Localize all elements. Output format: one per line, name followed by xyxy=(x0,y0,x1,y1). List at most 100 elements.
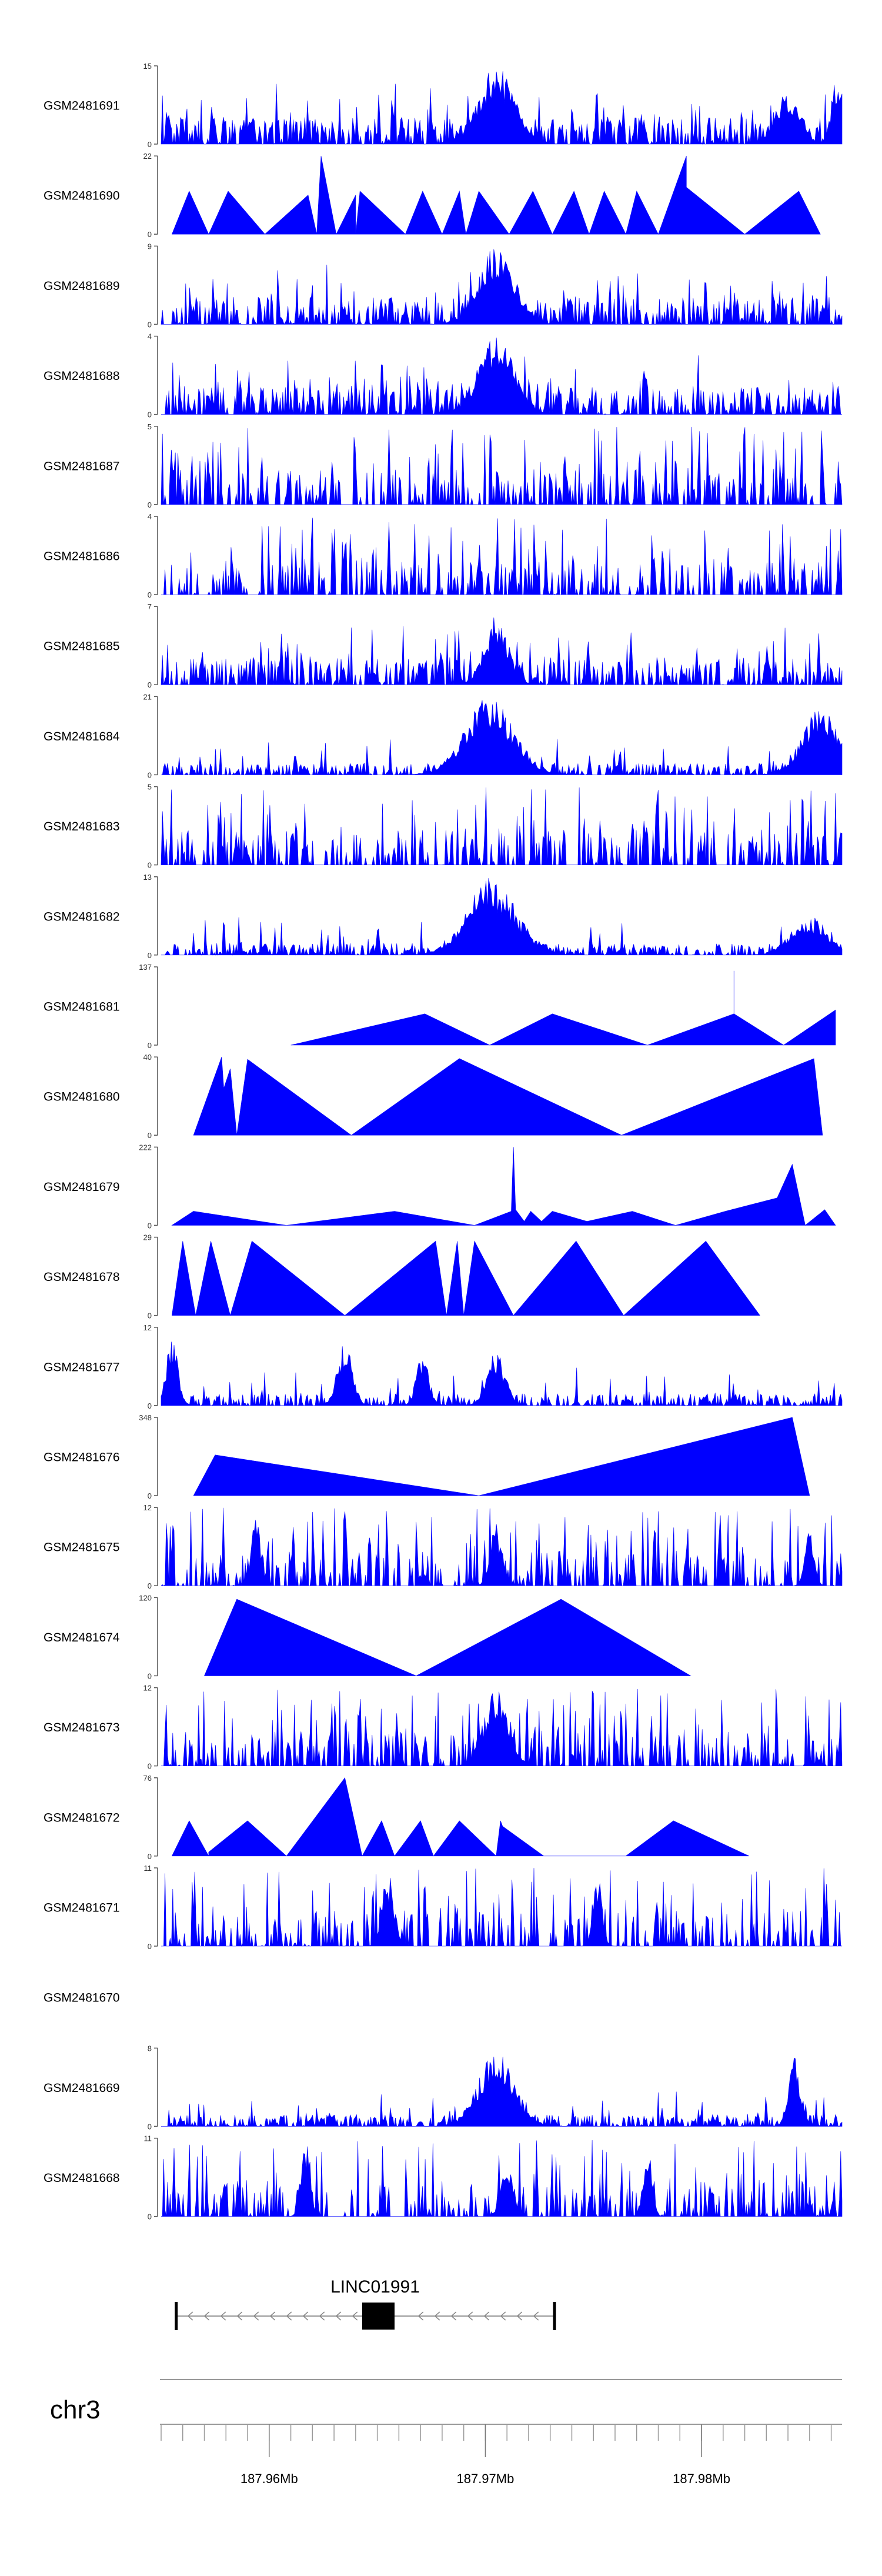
track-label: GSM2481681 xyxy=(44,1000,120,1014)
track-GSM2481689: GSM2481689 0 9 xyxy=(44,242,843,329)
y-tick-label: 0 xyxy=(148,1942,152,1951)
strand-arrow xyxy=(467,2311,473,2321)
y-tick-label: 0 xyxy=(148,1852,152,1861)
y-tick-label: 40 xyxy=(143,1053,152,1062)
coverage-area xyxy=(193,1417,810,1496)
y-tick-label: 0 xyxy=(148,680,152,689)
coverage-area xyxy=(171,1147,836,1226)
y-tick-label: 0 xyxy=(148,1671,152,1680)
track-label: GSM2481688 xyxy=(44,369,120,383)
track-label: GSM2481670 xyxy=(44,1991,120,2005)
track-GSM2481680: GSM2481680 0 40 xyxy=(44,1053,823,1140)
track-GSM2481691: GSM2481691 0 15 xyxy=(44,62,843,149)
track-label: GSM2481671 xyxy=(44,1901,120,1915)
coverage-area xyxy=(161,1868,843,1947)
y-tick-label: 0 xyxy=(148,1131,152,1140)
y-tick-label: 0 xyxy=(148,1581,152,1590)
coverage-area xyxy=(161,787,843,866)
y-tick-label: 222 xyxy=(139,1143,152,1152)
track-GSM2481676: GSM2481676 0 348 xyxy=(44,1413,810,1500)
strand-arrow xyxy=(302,2311,309,2321)
y-tick-label: 0 xyxy=(148,861,152,870)
strand-arrow xyxy=(253,2311,259,2321)
y-tick-label: 29 xyxy=(143,1233,152,1242)
y-tick-label: 11 xyxy=(144,1864,152,1873)
track-GSM2481686: GSM2481686 0 4 xyxy=(44,512,843,599)
y-tick-label: 22 xyxy=(143,152,152,161)
coverage-area xyxy=(290,970,836,1046)
coverage-area xyxy=(161,1689,843,1767)
x-tick-label: 187.96Mb xyxy=(240,2471,298,2486)
track-GSM2481668: GSM2481668 0 11 xyxy=(44,2134,843,2221)
track-label: GSM2481683 xyxy=(44,820,120,833)
y-tick-label: 76 xyxy=(143,1774,152,1783)
strand-arrow xyxy=(417,2311,424,2321)
gene-annotation-track: LINC01991 xyxy=(175,2277,556,2330)
y-tick-label: 0 xyxy=(148,500,152,509)
track-GSM2481677: GSM2481677 0 12 xyxy=(44,1323,843,1410)
track-GSM2481679: GSM2481679 0 222 xyxy=(44,1143,836,1230)
y-tick-label: 11 xyxy=(144,2134,152,2143)
track-label: GSM2481674 xyxy=(44,1631,120,1644)
coverage-area xyxy=(161,2140,843,2217)
track-label: GSM2481676 xyxy=(44,1451,120,1464)
coverage-area xyxy=(161,249,843,325)
x-tick-label: 187.97Mb xyxy=(456,2471,514,2486)
coverage-area xyxy=(171,156,821,235)
coverage-area xyxy=(171,1777,750,1857)
track-label: GSM2481682 xyxy=(44,910,120,923)
y-tick-label: 9 xyxy=(148,242,152,251)
y-tick-label: 0 xyxy=(148,1312,152,1320)
track-label: GSM2481686 xyxy=(44,550,120,563)
coverage-tracks: GSM2481691015GSM2481690022GSM248168909GS… xyxy=(44,62,843,2221)
y-tick-label: 0 xyxy=(148,1221,152,1230)
strand-arrow xyxy=(434,2311,440,2321)
y-tick-label: 0 xyxy=(148,951,152,960)
y-tick-label: 0 xyxy=(148,770,152,779)
track-label: GSM2481678 xyxy=(44,1270,120,1284)
track-label: GSM2481691 xyxy=(44,99,120,113)
strand-arrow xyxy=(319,2311,325,2321)
y-tick-label: 15 xyxy=(143,62,152,71)
coverage-area xyxy=(204,1599,691,1676)
track-GSM2481670: GSM2481670 xyxy=(44,1991,120,2005)
y-tick-label: 0 xyxy=(148,1041,152,1050)
y-tick-label: 0 xyxy=(148,590,152,599)
x-tick-label: 187.98Mb xyxy=(673,2471,730,2486)
y-tick-label: 0 xyxy=(148,2122,152,2131)
track-label: GSM2481679 xyxy=(44,1180,120,1194)
track-GSM2481672: GSM2481672 0 76 xyxy=(44,1774,750,1861)
coverage-area xyxy=(161,426,843,505)
coverage-area xyxy=(161,700,843,776)
track-label: GSM2481677 xyxy=(44,1360,120,1374)
gene-label: LINC01991 xyxy=(330,2277,420,2297)
track-GSM2481673: GSM2481673 0 12 xyxy=(44,1684,843,1771)
track-GSM2481681: GSM2481681 0 137 xyxy=(44,963,836,1050)
track-label: GSM2481673 xyxy=(44,1721,120,1734)
y-tick-label: 0 xyxy=(148,2213,152,2221)
strand-arrow xyxy=(203,2311,210,2321)
y-tick-label: 8 xyxy=(148,2044,152,2053)
track-label: GSM2481684 xyxy=(44,730,120,743)
strand-arrow xyxy=(187,2311,193,2321)
y-tick-label: 0 xyxy=(148,1762,152,1771)
coverage-area xyxy=(161,71,843,145)
y-tick-label: 4 xyxy=(148,332,152,341)
track-GSM2481684: GSM2481684 0 21 xyxy=(44,692,843,779)
track-GSM2481674: GSM2481674 0 120 xyxy=(44,1593,691,1680)
gene-exon xyxy=(362,2303,395,2330)
track-GSM2481669: GSM2481669 0 8 xyxy=(44,2044,843,2131)
track-label: GSM2481668 xyxy=(44,2171,120,2185)
coverage-area xyxy=(161,518,843,595)
track-GSM2481687: GSM2481687 0 5 xyxy=(44,422,843,509)
y-tick-label: 0 xyxy=(148,230,152,239)
y-tick-label: 21 xyxy=(143,692,152,701)
track-GSM2481682: GSM2481682 0 13 xyxy=(44,873,843,960)
track-label: GSM2481690 xyxy=(44,189,120,203)
track-GSM2481675: GSM2481675 0 12 xyxy=(44,1503,843,1590)
y-tick-label: 348 xyxy=(139,1413,152,1422)
strand-arrow xyxy=(269,2311,276,2321)
coverage-area xyxy=(172,1240,760,1316)
track-label: GSM2481687 xyxy=(44,459,120,473)
track-label: GSM2481675 xyxy=(44,1541,120,1554)
